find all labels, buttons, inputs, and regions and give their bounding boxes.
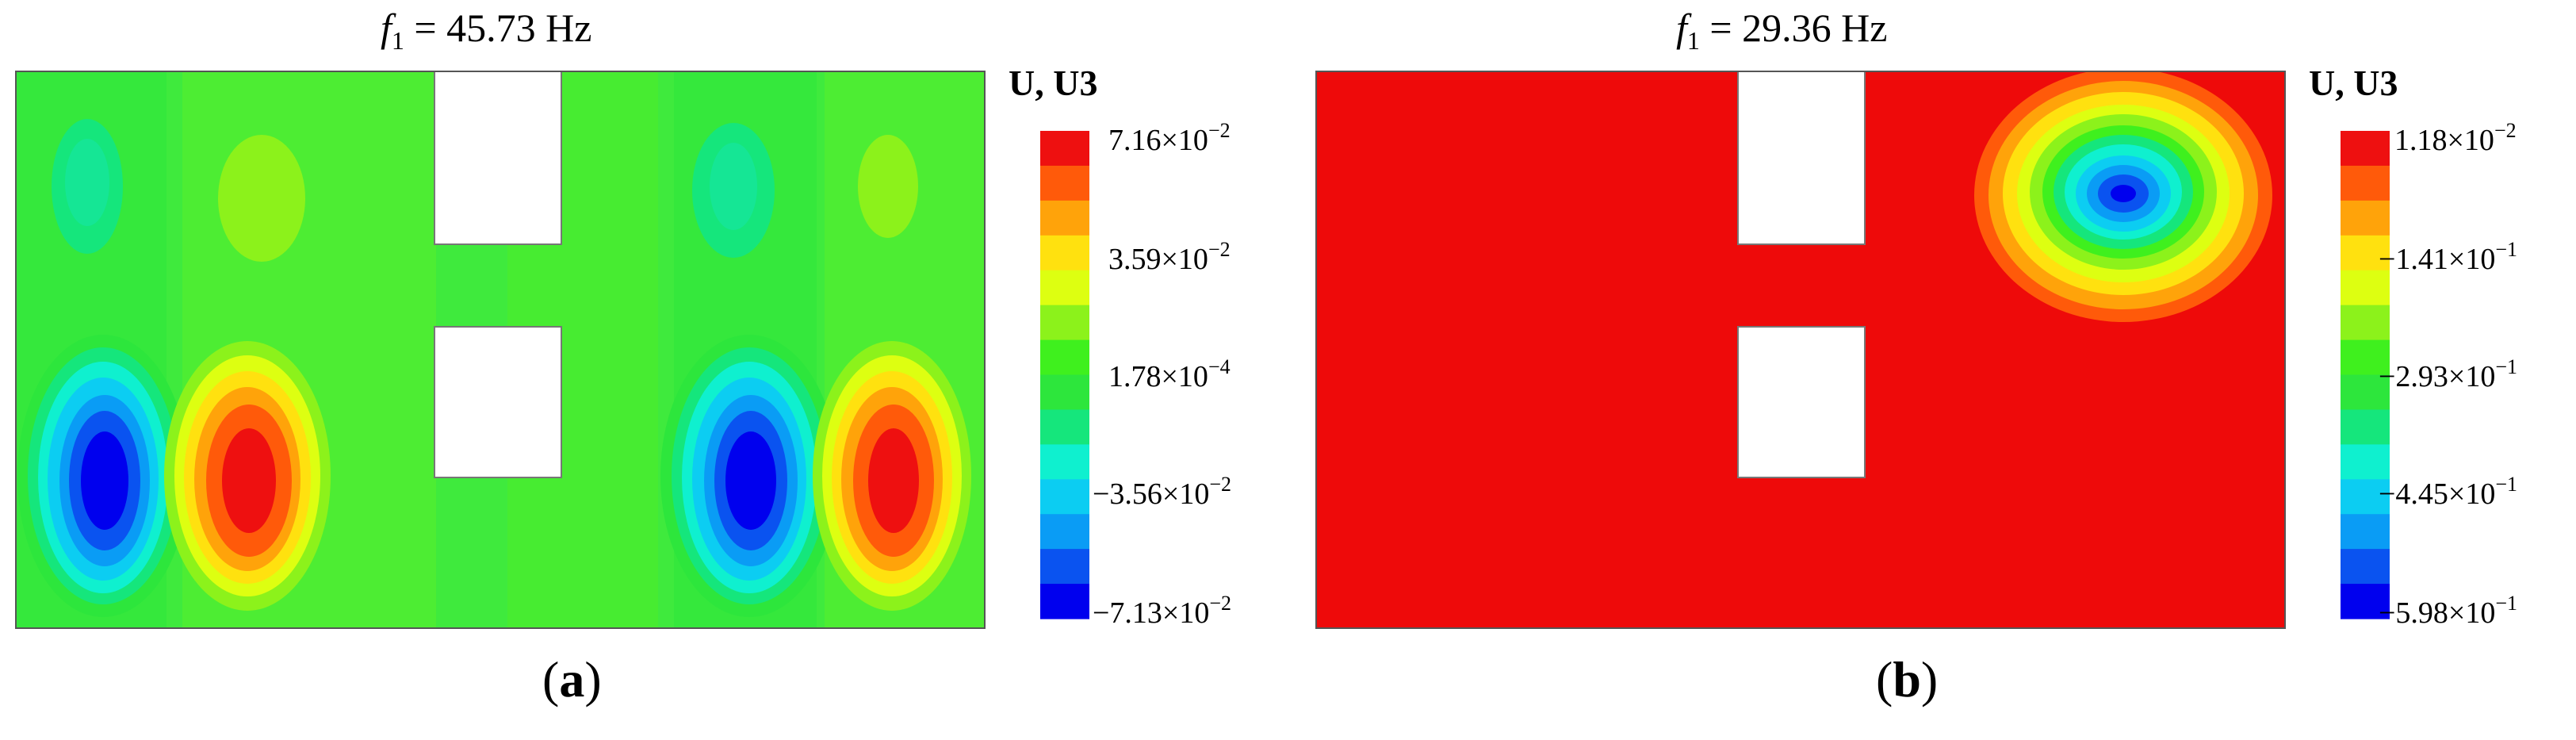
- plate-a-outline: [15, 71, 986, 629]
- colorbar-b-swatch-7: [2341, 374, 2390, 411]
- tick-a-3: −3.56×10−2: [1093, 473, 1232, 511]
- panel-label-b: (b): [1876, 651, 1939, 707]
- colorbar-b-swatch-9: [2341, 444, 2390, 480]
- colorbar-a-swatch-10: [1040, 479, 1089, 515]
- colorbar-a-swatch-13: [1040, 584, 1089, 619]
- colorbar-a-swatch-11: [1040, 514, 1089, 550]
- colorbar-a-swatch-6: [1040, 339, 1089, 376]
- blob-a-upper-3b: [710, 143, 757, 230]
- blob-a-upper-1b: [65, 139, 109, 226]
- colorbar-b-swatch-4: [2341, 270, 2390, 306]
- legend-title-b: U, U3: [2309, 63, 2398, 103]
- colorbar-b-swatch-10: [2341, 479, 2390, 515]
- freq-subscript-a: 1: [391, 26, 404, 55]
- panel-label-a: (a): [542, 651, 602, 707]
- frequency-title-b: f1 = 29.36 Hz: [1676, 5, 1887, 56]
- tick-a-1: 3.59×10−2: [1108, 238, 1231, 276]
- colorbar-b-swatch-8: [2341, 409, 2390, 445]
- colorbar-a: [1040, 131, 1089, 619]
- legend-title-a: U, U3: [1009, 63, 1098, 103]
- freq-symbol-b: f: [1676, 6, 1687, 50]
- blob-a-upper-2: [218, 135, 305, 262]
- colorbar-b-swatch-13: [2341, 584, 2390, 619]
- freq-value-b: = 29.36 Hz: [1699, 6, 1888, 50]
- colorbar-b-swatch-6: [2341, 339, 2390, 376]
- blob-a-low-3: [660, 335, 838, 617]
- colorbar-a-swatch-1: [1040, 165, 1089, 201]
- freq-value-a: = 45.73 Hz: [404, 6, 592, 50]
- blob-a-upper-4: [858, 135, 918, 238]
- colorbar-a-swatch-3: [1040, 235, 1089, 271]
- colorbar-a-swatch-0: [1040, 131, 1089, 167]
- tick-a-4: −7.13×10−2: [1093, 592, 1232, 630]
- blob-a-low-4: [813, 341, 971, 611]
- colorbar-b-swatch-5: [2341, 305, 2390, 341]
- blob-b-upper-right: [1974, 71, 2272, 322]
- hole-b-bottom: [1737, 326, 1866, 478]
- plate-b-outline: [1315, 71, 2286, 629]
- colorbar-b-swatch-0: [2341, 131, 2390, 167]
- blob-a-low-1: [17, 335, 189, 617]
- colorbar-a-swatch-4: [1040, 270, 1089, 306]
- colorbar-a-swatch-8: [1040, 409, 1089, 445]
- tick-b-0: 1.18×10−2: [2394, 119, 2517, 157]
- tick-a-0: 7.16×10−2: [1108, 119, 1231, 157]
- colorbar-b: [2341, 131, 2390, 619]
- colorbar-b-swatch-2: [2341, 200, 2390, 236]
- blob-a-low-2: [164, 341, 331, 611]
- colorbar-a-swatch-2: [1040, 200, 1089, 236]
- hole-a-top: [434, 71, 562, 245]
- colorbar-b-swatch-3: [2341, 235, 2390, 271]
- colorbar-a-swatch-9: [1040, 444, 1089, 480]
- frequency-title-a: f1 = 45.73 Hz: [381, 5, 591, 56]
- freq-symbol-a: f: [381, 6, 392, 50]
- colorbar-a-swatch-12: [1040, 549, 1089, 585]
- colorbar-b-swatch-12: [2341, 549, 2390, 585]
- hole-a-bottom: [434, 326, 562, 478]
- freq-subscript-b: 1: [1686, 26, 1700, 55]
- contour-plot-b: [1315, 71, 2286, 629]
- contour-plot-a: [15, 71, 986, 629]
- hole-b-top: [1737, 71, 1866, 245]
- tick-b-3: −4.45×10−1: [2379, 473, 2518, 511]
- tick-b-1: −1.41×10−1: [2379, 238, 2518, 276]
- colorbar-a-swatch-5: [1040, 305, 1089, 341]
- tick-b-2: −2.93×10−1: [2379, 355, 2518, 393]
- colorbar-b-swatch-11: [2341, 514, 2390, 550]
- tick-b-4: −5.98×10−1: [2379, 592, 2518, 630]
- tick-a-2: 1.78×10−4: [1108, 355, 1231, 393]
- colorbar-b-swatch-1: [2341, 165, 2390, 201]
- colorbar-a-swatch-7: [1040, 374, 1089, 411]
